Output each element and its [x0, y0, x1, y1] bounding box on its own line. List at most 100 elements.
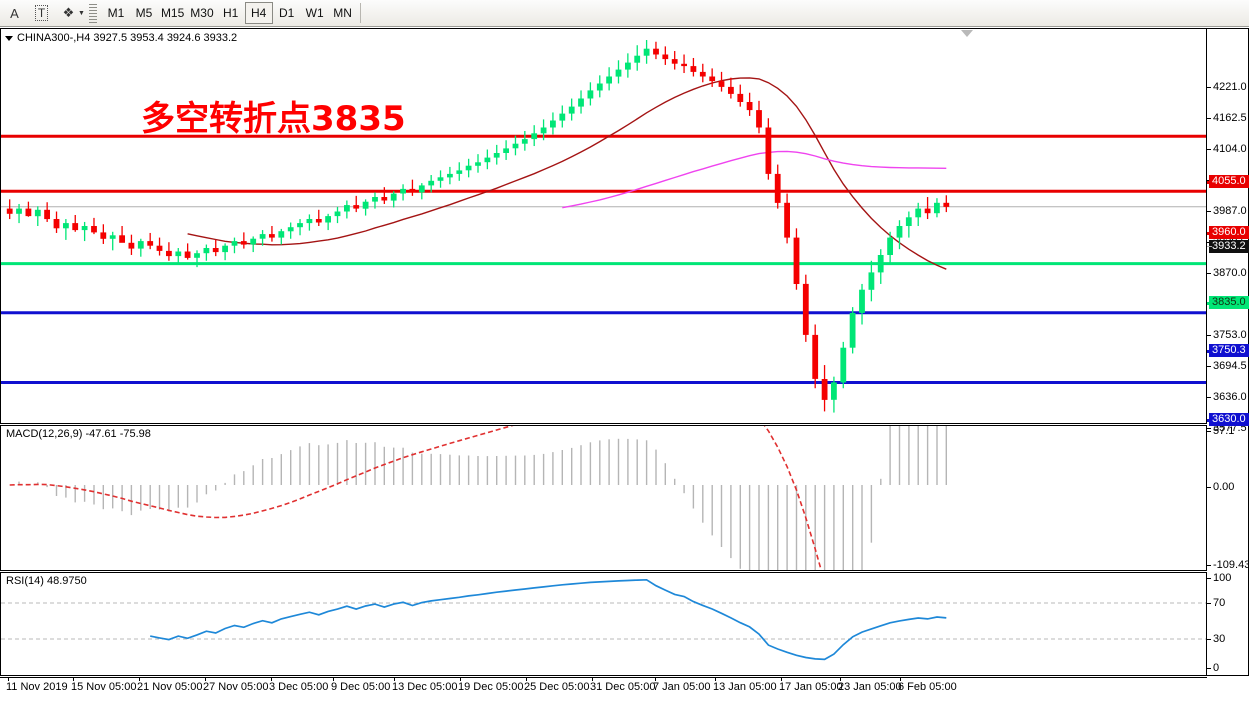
timeframe-mn[interactable]: MN: [333, 6, 352, 20]
price-chart-svg: [1, 40, 1206, 413]
candle-body: [25, 208, 32, 217]
candle-body: [924, 208, 931, 214]
chart-top-marker: [961, 30, 973, 37]
candle-body: [905, 217, 912, 226]
candle-body: [400, 188, 406, 194]
candle-body: [568, 106, 575, 114]
candle-body: [456, 170, 463, 174]
timeframe-m1[interactable]: M1: [107, 6, 125, 20]
timeframe-m5[interactable]: M5: [135, 6, 153, 20]
candle-body: [849, 312, 856, 348]
objects-icon[interactable]: ❖: [56, 2, 81, 25]
chevron-down-icon[interactable]: ▼: [78, 9, 85, 17]
candle-body: [175, 251, 182, 257]
candle-body: [653, 48, 659, 55]
candle-body: [344, 205, 350, 212]
timeframe-w1[interactable]: W1: [305, 6, 324, 20]
text-box-icon[interactable]: T: [29, 2, 54, 25]
candle-body: [774, 173, 781, 203]
ma-mid-line: [562, 150, 947, 209]
candle-body: [887, 237, 893, 255]
candle-body: [578, 98, 584, 107]
candle-body: [625, 62, 631, 70]
time-label: 7 Jan 05:00: [653, 681, 711, 693]
text-label-icon[interactable]: A: [2, 2, 27, 25]
ma-fast-line: [187, 77, 947, 270]
candle-body: [475, 162, 481, 166]
candle-body: [390, 193, 397, 201]
candle-body: [250, 238, 257, 245]
timeframe-h4[interactable]: H4: [244, 2, 273, 24]
candle-body: [615, 69, 622, 77]
time-label: 13 Jan 05:00: [713, 681, 777, 693]
candle-body: [831, 382, 837, 400]
toolbar-grip[interactable]: [88, 3, 97, 23]
macd-panel[interactable]: MACD(12,26,9) -47.61 -75.98: [0, 425, 1207, 571]
time-tick: [333, 677, 334, 681]
candle-body: [353, 205, 360, 209]
candle-body: [44, 209, 50, 220]
candle-body: [812, 334, 819, 379]
candle-body: [437, 177, 444, 181]
time-tick: [840, 677, 841, 681]
timeframe-h1[interactable]: H1: [222, 6, 239, 20]
candle-body: [6, 208, 13, 214]
candle-body: [512, 143, 519, 149]
candle-body: [596, 83, 603, 91]
candle-body: [212, 248, 219, 253]
timeframe-m15[interactable]: M15: [160, 6, 185, 20]
candle-body: [297, 223, 303, 228]
text-box-glyph: T: [34, 5, 49, 21]
symbol-info: CHINA300-,H4 3927.5 3953.4 3924.6 3933.2: [5, 32, 237, 44]
candle-body: [521, 139, 528, 144]
candle-body: [231, 241, 238, 246]
candle-body: [315, 219, 322, 223]
candle-body: [381, 197, 388, 201]
time-tick: [271, 677, 272, 681]
collapse-icon[interactable]: [5, 35, 13, 41]
candle-body: [681, 63, 687, 67]
macd-label: MACD(12,26,9) -47.61 -75.98: [6, 428, 151, 440]
candle-body: [194, 253, 200, 258]
rsi-label: RSI(14) 48.9750: [6, 575, 87, 587]
time-label: 25 Dec 05:00: [524, 681, 590, 693]
candle-body: [531, 133, 538, 140]
price-tag-3750-stub: [1207, 350, 1212, 353]
candle-body: [428, 180, 435, 186]
candle-body: [587, 90, 594, 99]
timeframe-d1[interactable]: D1: [278, 6, 295, 20]
candle-body: [53, 219, 60, 229]
candle-body: [756, 110, 762, 128]
candle-body: [793, 237, 800, 284]
candle-body: [259, 234, 266, 239]
price-panel[interactable]: CHINA300-,H4 3927.5 3953.4 3924.6 3933.2…: [0, 28, 1207, 424]
candle-body: [671, 59, 678, 64]
toolbar-separator: [359, 3, 361, 23]
price-tag-current-stub: [1207, 246, 1212, 247]
candle-body: [503, 148, 509, 153]
time-scale[interactable]: 11 Nov 2019 15 Nov 05:00 21 Nov 05:00 27 No…: [0, 677, 1207, 701]
time-label: 13 Dec 05:00: [392, 681, 458, 693]
candle-body: [484, 157, 491, 163]
price-tag-3960: 3960.0: [1209, 226, 1249, 239]
time-label: 23 Jan 05:00: [838, 681, 902, 693]
time-label: 11 Nov 2019: [6, 681, 68, 693]
time-label: 19 Dec 05:00: [458, 681, 524, 693]
candle-body: [943, 202, 950, 207]
time-tick: [526, 677, 527, 681]
candle-body: [559, 113, 566, 121]
candle-body: [409, 188, 416, 193]
timeframe-m30[interactable]: M30: [190, 6, 214, 20]
candle-body: [746, 102, 753, 111]
macd-signal-line: [9, 426, 822, 570]
time-tick: [205, 677, 206, 681]
candle-body: [709, 76, 716, 82]
candle-body: [493, 153, 500, 158]
rsi-panel[interactable]: RSI(14) 48.9750: [0, 572, 1207, 676]
price-tag-3630-stub: [1207, 419, 1212, 422]
candle-body: [418, 185, 425, 193]
price-scale[interactable]: 4221.04162.54104.04045.53987.03928.53870…: [1207, 28, 1249, 676]
time-tick: [73, 677, 74, 681]
candle-body: [606, 76, 612, 84]
candle-body: [634, 55, 641, 63]
